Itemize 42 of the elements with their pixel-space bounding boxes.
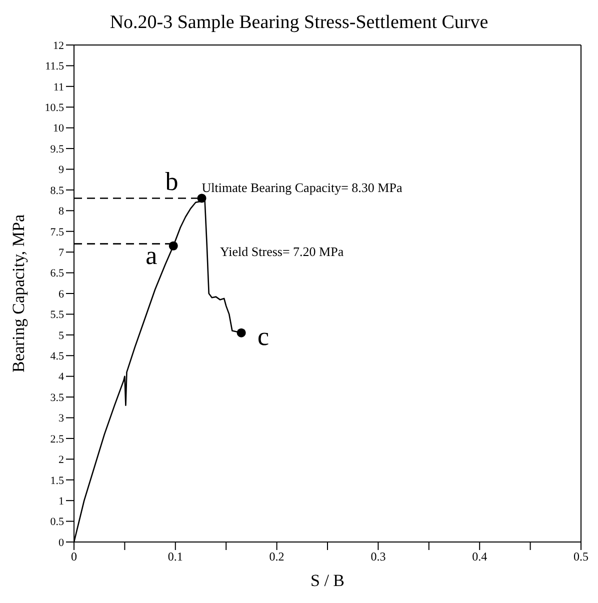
point [236, 328, 246, 338]
y-tick-label: 0.5 [50, 516, 64, 528]
x-tick-label: 0 [71, 550, 77, 564]
y-tick-label: 8 [58, 206, 64, 218]
x-tick-label: 0.4 [472, 550, 488, 564]
annotation: Ultimate Bearing Capacity= 8.30 MPa [202, 180, 402, 196]
y-tick-label: 0 [58, 536, 64, 549]
annotation: c [258, 322, 270, 351]
y-tick-label: 4 [58, 371, 64, 384]
y-tick-label: 3 [58, 412, 64, 425]
annotation: Yield Stress= 7.20 MPa [220, 244, 344, 260]
point [168, 241, 178, 250]
y-tick-label: 3.5 [50, 392, 64, 404]
y-tick-label: 2.5 [50, 433, 64, 446]
y-tick-label: 8.5 [50, 184, 64, 197]
x-axis-title: S / B [310, 571, 345, 590]
y-tick-label: 7.5 [50, 226, 64, 238]
y-tick-label: 11 [53, 81, 64, 94]
y-tick-label: 4.5 [50, 350, 64, 363]
y-tick-label: 9.5 [50, 143, 64, 156]
x-tick-label: 0.1 [168, 550, 183, 564]
y-tick-label: 12 [53, 40, 64, 52]
x-tick-label: 0.5 [574, 550, 588, 564]
y-tick-label: 6 [58, 288, 64, 300]
y-tick-label: 1.5 [50, 474, 64, 487]
annotation: a [146, 240, 158, 270]
point [197, 194, 206, 203]
y-tick-label: 2 [58, 454, 64, 466]
y-tick-label: 1 [58, 495, 64, 508]
y-tick-label: 11.5 [45, 60, 64, 73]
y-tick-label: 5 [58, 330, 64, 342]
annotation: b [165, 167, 178, 196]
y-tick-label: 10 [53, 122, 64, 135]
chart-title: No.20-3 Sample Bearing Stress-Settlement Curve [108, 11, 490, 35]
x-tick-label: 0.2 [269, 550, 284, 564]
y-tick-label: 5.5 [50, 309, 64, 322]
y-tick-label: 7 [58, 246, 64, 259]
y-tick-label: 9 [58, 164, 64, 176]
y-tick-label: 6.5 [50, 268, 64, 280]
y-axis-title: Bearing Capacity, MPa [9, 214, 28, 372]
x-tick-label: 0.3 [370, 550, 386, 564]
y-tick-label: 10.5 [44, 102, 64, 114]
